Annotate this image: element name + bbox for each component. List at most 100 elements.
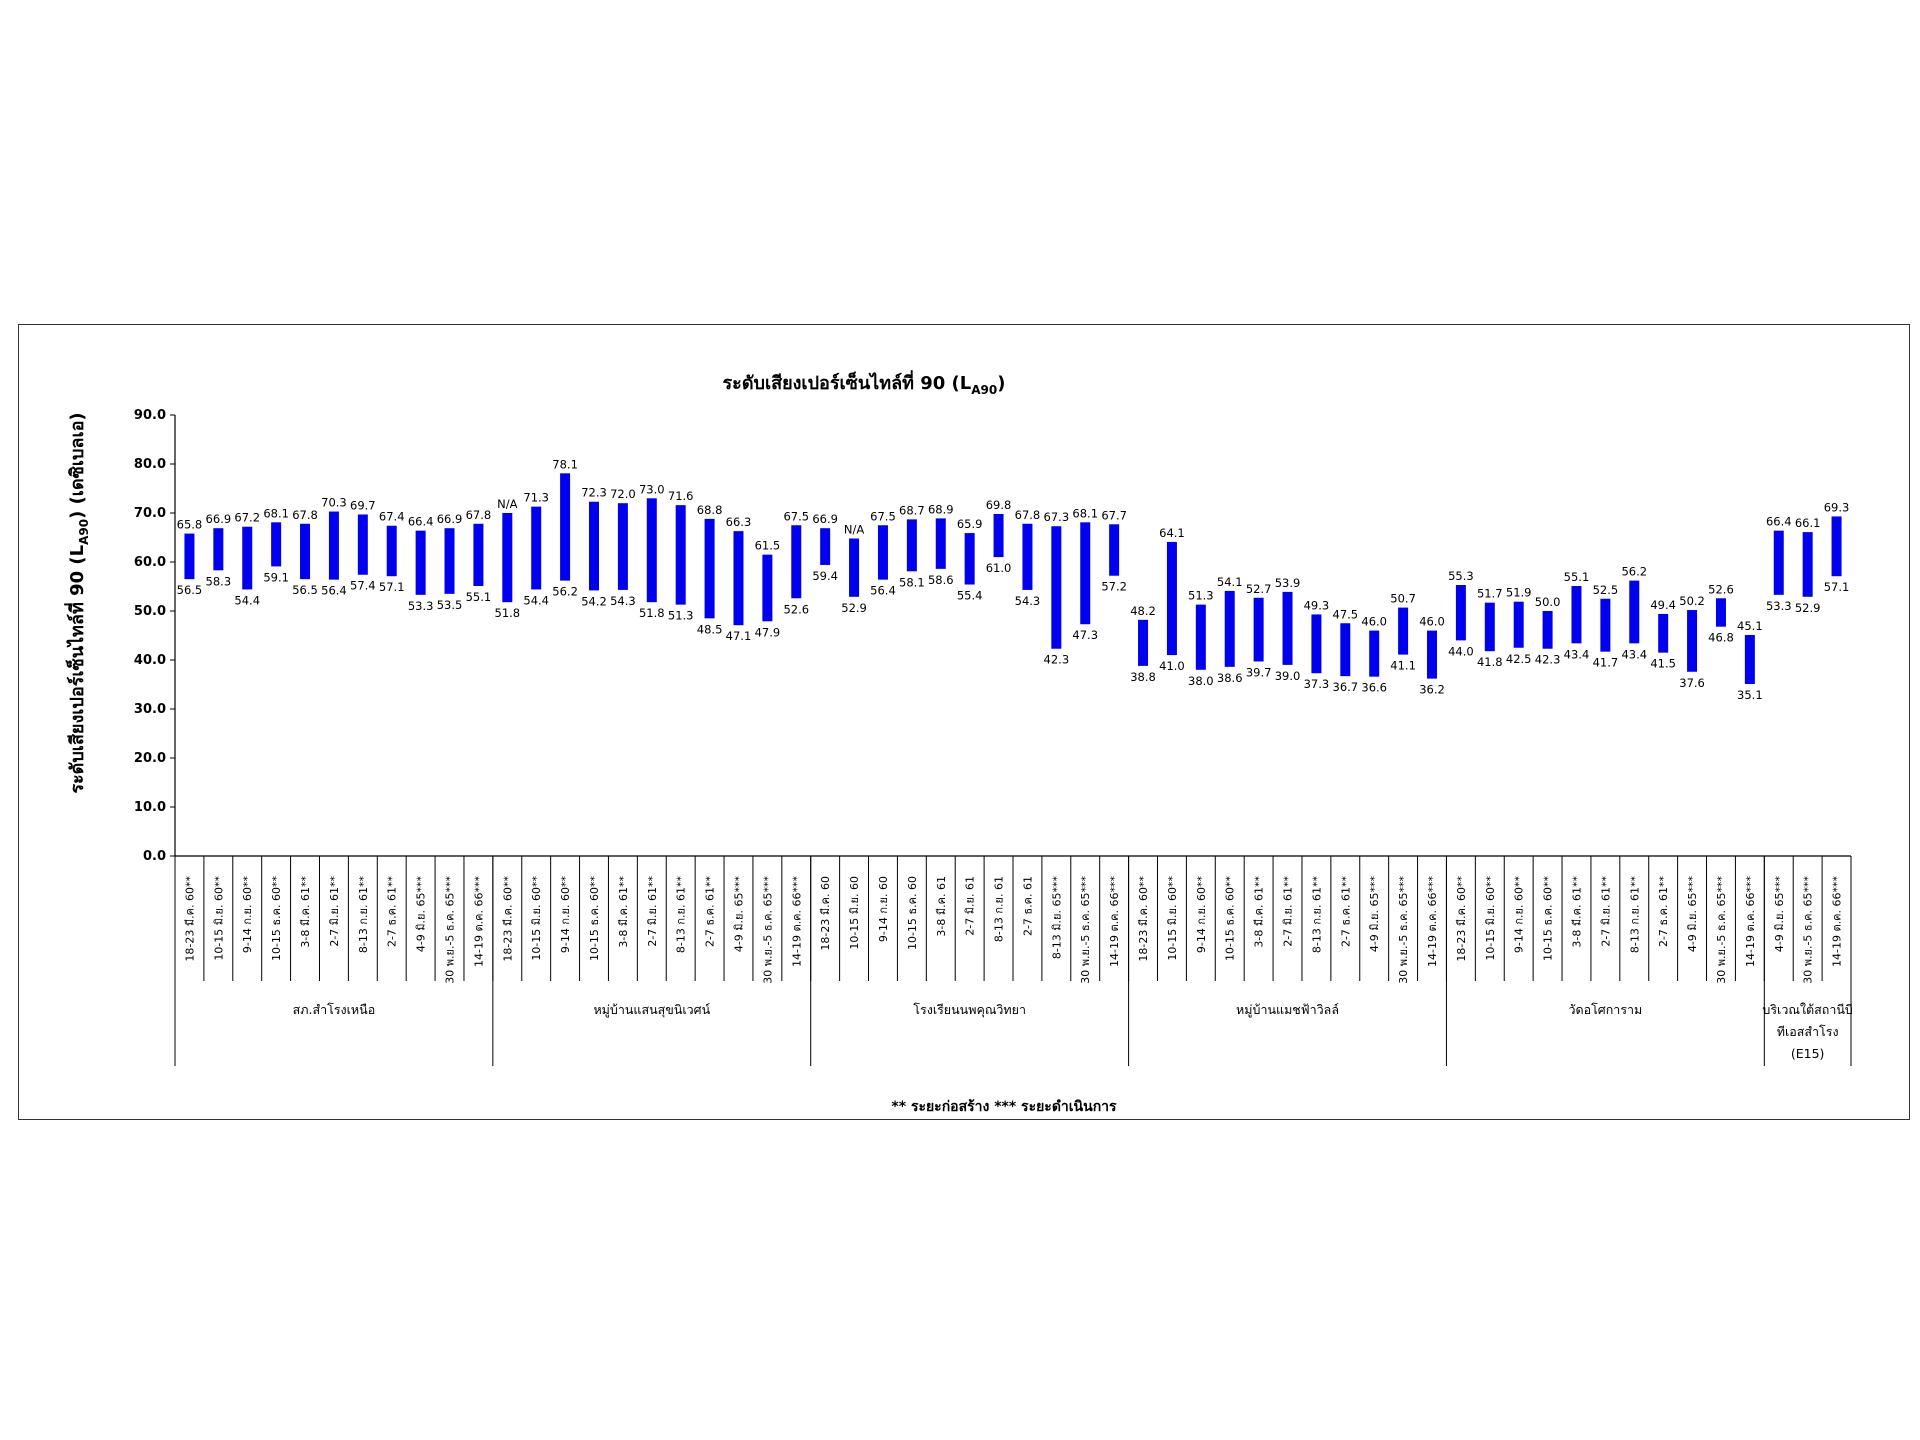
max-value-label: 66.9	[206, 512, 232, 526]
max-value-label: 65.8	[177, 518, 203, 532]
max-value-label: 46.0	[1361, 615, 1387, 629]
max-value-label: 69.3	[1824, 500, 1850, 514]
range-bar	[906, 519, 917, 572]
category-label: 3-8 มี.ค. 61**	[299, 876, 312, 948]
range-bar	[1166, 541, 1177, 656]
max-value-label: 70.3	[321, 496, 347, 510]
category-label: 8-13 ก.ย. 61	[993, 876, 1006, 942]
min-value-label: 42.5	[1506, 652, 1532, 666]
category-label: 18-23 มี.ค. 60**	[1455, 876, 1468, 962]
range-bar	[1427, 630, 1437, 679]
min-value-label: 47.9	[755, 625, 781, 639]
range-bar	[993, 513, 1004, 558]
min-value-label: 56.4	[321, 584, 347, 598]
y-tick-label: 60.0	[134, 555, 166, 570]
range-bar	[1109, 524, 1120, 576]
range-bar	[1484, 602, 1495, 652]
range-bar	[1051, 526, 1062, 649]
category-label: 4-9 มิ.ย. 65***	[1686, 876, 1699, 953]
category-label: 2-7 มิ.ย. 61**	[1282, 876, 1295, 947]
range-bar	[791, 525, 802, 599]
category-label: 14-19 ต.ค. 66***	[1426, 876, 1439, 967]
min-value-label: 54.4	[234, 593, 260, 607]
category-label: 18-23 มี.ค. 60**	[183, 876, 196, 962]
min-value-label: 61.0	[986, 561, 1012, 575]
min-value-label: 55.1	[466, 590, 492, 604]
min-value-label: 41.1	[1390, 659, 1416, 673]
max-value-label: 67.5	[783, 509, 809, 523]
category-label: 9-14 ก.ย. 60	[877, 876, 890, 942]
max-value-label: 68.8	[697, 503, 723, 517]
max-value-label: 51.3	[1188, 589, 1214, 603]
min-value-label: 57.1	[1824, 580, 1850, 594]
category-label: 2-7 ธ.ค. 61**	[386, 876, 399, 948]
y-tick-label: 20.0	[134, 751, 166, 766]
min-value-label: 57.1	[379, 580, 405, 594]
group-label: หมู่บ้านแมชฟ้าวิลล์	[1236, 1002, 1339, 1018]
max-value-label: 67.8	[292, 508, 318, 522]
category-label: 14-19 ต.ค. 66***	[790, 876, 803, 967]
range-bar	[1022, 523, 1033, 590]
category-label: 9-14 ก.ย. 60**	[1513, 876, 1526, 954]
range-bar	[386, 525, 397, 577]
category-label: 3-8 มี.ค. 61**	[1570, 876, 1583, 948]
category-label: 2-7 ธ.ค. 61	[1021, 876, 1034, 936]
max-value-label: 53.9	[1275, 576, 1301, 590]
max-value-label: 72.0	[610, 487, 636, 501]
category-label: 4-9 มิ.ย. 65***	[1773, 876, 1786, 953]
max-value-label: 56.2	[1621, 565, 1647, 579]
range-bar	[820, 528, 831, 565]
range-bar	[473, 523, 484, 587]
max-value-label: 64.1	[1159, 526, 1185, 540]
category-label: 10-15 ธ.ค. 60	[906, 876, 919, 950]
category-label: 14-19 ต.ค. 66***	[472, 876, 485, 967]
max-value-label: 68.1	[263, 506, 289, 520]
chart-title: ระดับเสียงเปอร์เซ็นไทล์ที่ 90 (LA90)	[723, 370, 1006, 397]
range-bar	[1340, 623, 1351, 677]
min-value-label: 54.3	[610, 594, 636, 608]
category-label: 2-7 มิ.ย. 61**	[1599, 876, 1612, 947]
max-value-label: 50.2	[1679, 594, 1705, 608]
range-bar	[646, 498, 657, 603]
category-label: 4-9 มิ.ย. 65***	[415, 876, 428, 953]
max-value-label: 73.0	[639, 482, 665, 496]
range-bar	[675, 505, 686, 605]
chart-frame: ระดับเสียงเปอร์เซ็นไทล์ที่ 90 (LA90) ระด…	[18, 324, 1910, 1120]
min-value-label: 53.3	[408, 599, 434, 613]
range-bar	[935, 518, 946, 569]
min-value-label: 43.4	[1621, 647, 1647, 661]
max-value-label: 67.3	[1044, 510, 1070, 524]
category-label: 30 พ.ย.-5 ธ.ค. 65***	[1802, 876, 1815, 984]
min-value-label: 58.1	[899, 575, 925, 589]
category-label: 8-13 ก.ย. 61**	[1628, 876, 1641, 954]
max-value-label: 67.7	[1101, 508, 1127, 522]
range-bar	[560, 473, 571, 581]
max-value-label: 61.5	[755, 539, 781, 553]
category-label: 18-23 มี.ค. 60	[819, 876, 832, 951]
range-bar	[1398, 607, 1409, 655]
min-value-label: 39.7	[1246, 665, 1272, 679]
category-label: 4-9 มิ.ย. 65***	[1368, 876, 1381, 953]
range-bar	[242, 526, 253, 590]
min-value-label: 52.9	[841, 601, 867, 615]
y-axis-label: ระดับเสียงเปอร์เซ็นไทล์ที่ 90 (LA90) (เด…	[64, 412, 91, 793]
category-label: 4-9 มิ.ย. 65***	[732, 876, 745, 953]
range-bar	[1455, 585, 1466, 641]
range-bar	[1080, 522, 1091, 625]
min-value-label: 47.3	[1072, 628, 1098, 642]
max-value-label: 55.1	[1564, 570, 1590, 584]
max-value-label: 65.9	[957, 517, 983, 531]
range-bar	[184, 533, 195, 580]
range-bar	[300, 523, 311, 580]
y-tick-label: 50.0	[134, 604, 166, 619]
range-bar	[1195, 604, 1206, 670]
category-label: 2-7 ธ.ค. 61**	[1339, 876, 1352, 948]
category-label: 3-8 มี.ค. 61**	[1253, 876, 1266, 948]
group-label: สภ.สำโรงเหนือ	[293, 1002, 376, 1017]
category-label: 10-15 มิ.ย. 60**	[212, 876, 225, 961]
category-label: 14-19 ต.ค. 66***	[1108, 876, 1121, 967]
range-bar	[213, 528, 224, 571]
range-bar	[1224, 590, 1235, 667]
category-label: 10-15 ธ.ค. 60**	[588, 876, 601, 962]
max-value-label: 68.9	[928, 502, 954, 516]
